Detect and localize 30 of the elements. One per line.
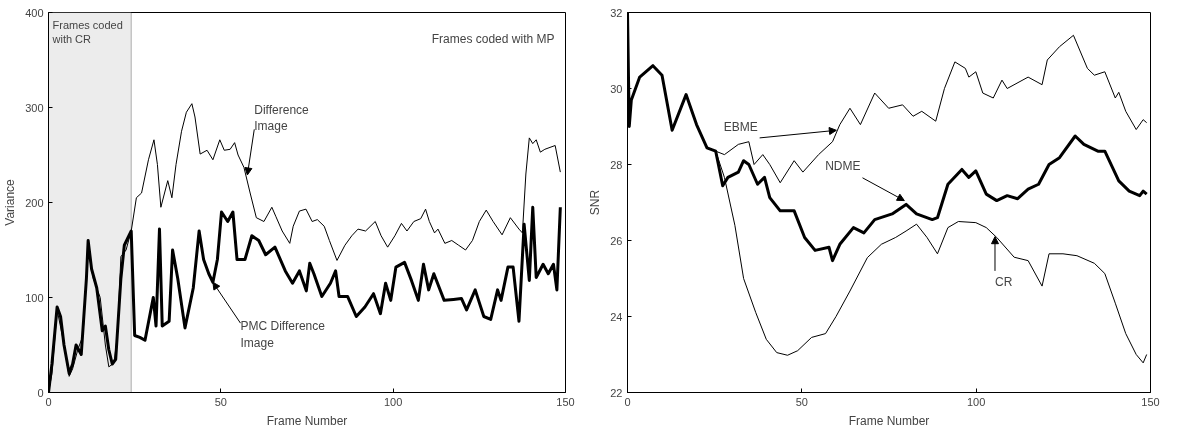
y-axis-title: Variance	[3, 178, 18, 226]
y-tick-label: 100	[25, 291, 44, 304]
y-tick-label: 28	[610, 158, 623, 171]
x-tick-label: 100	[383, 395, 403, 408]
y-axis-title: SNR	[588, 189, 603, 216]
annotation: PMC Difference Image	[240, 319, 326, 350]
annotation: NDME	[825, 159, 861, 174]
x-tick-label: 150	[1141, 395, 1160, 408]
y-tick-label: 32	[610, 6, 623, 19]
x-tick-label: 150	[556, 395, 575, 408]
band-label: Frames coded with CR	[51, 18, 123, 45]
y-tick-label: 30	[610, 82, 623, 95]
x-axis-title: Frame Number	[266, 413, 348, 428]
x-tick-label: 50	[214, 395, 227, 408]
annotation: EBME	[723, 119, 758, 134]
x-tick-label: 0	[624, 395, 631, 408]
annotation: Difference Image	[254, 102, 310, 134]
annotation: CR	[994, 275, 1013, 290]
y-tick-label: 26	[610, 234, 623, 247]
x-axis-title: Frame Number	[848, 413, 930, 428]
y-tick-label: 300	[25, 101, 44, 114]
y-tick-label: 24	[610, 310, 623, 323]
annotation: Frames coded with MP	[431, 31, 555, 46]
y-tick-label: 200	[25, 196, 44, 209]
y-tick-label: 400	[25, 6, 44, 19]
x-tick-label: 100	[966, 395, 986, 408]
x-tick-label: 50	[795, 395, 808, 408]
y-tick-label: 0	[37, 386, 44, 399]
y-tick-label: 22	[610, 386, 623, 399]
x-tick-label: 0	[45, 395, 52, 408]
